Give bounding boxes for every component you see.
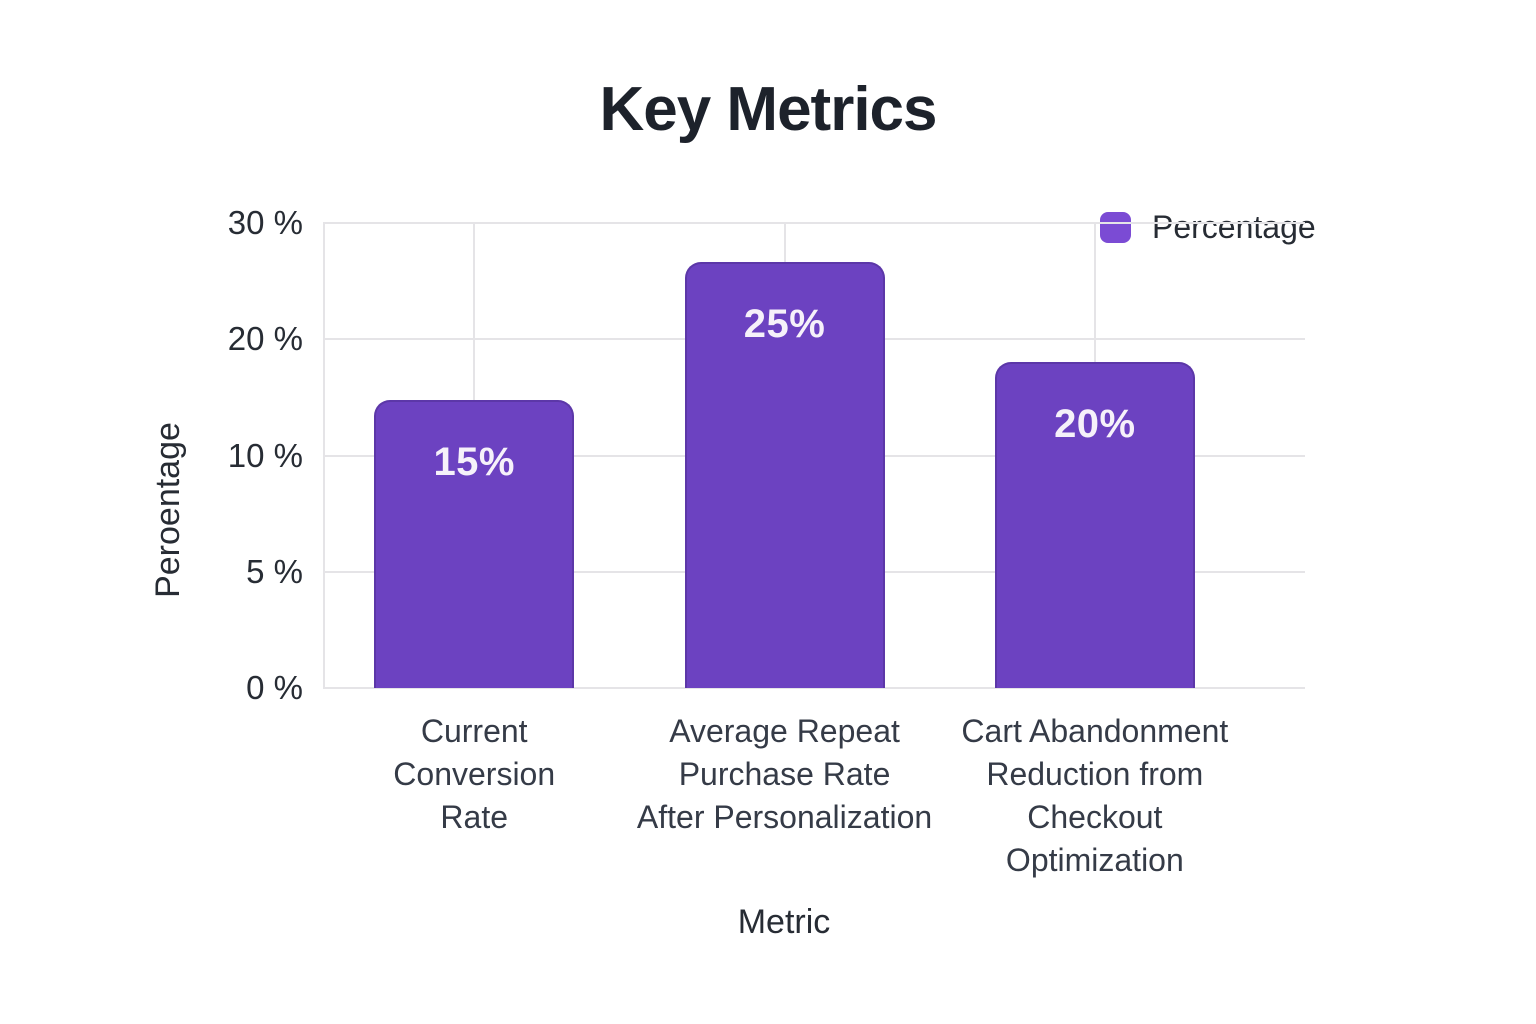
- legend-label: Percentage: [1152, 209, 1316, 245]
- plot-area: 15% 25% 20%: [323, 222, 1305, 689]
- bar-2[interactable]: 25%: [684, 262, 885, 688]
- y-tick-label: 5 %: [246, 552, 303, 590]
- bar-1[interactable]: 15%: [374, 400, 575, 688]
- bar-value-label: 20%: [1054, 402, 1136, 446]
- x-category-label: Cart Abandonment Reduction from Checkout Op…: [835, 710, 1355, 882]
- x-category-line: Reduction from: [986, 756, 1204, 792]
- y-tick-label: 20 %: [227, 320, 303, 358]
- x-axis-title: Metric: [737, 903, 831, 941]
- x-category-line: Cart Abandonment: [961, 713, 1229, 749]
- gridline-horizontal: [323, 222, 1305, 224]
- x-category-line: After Personalization: [636, 799, 933, 835]
- bar-value-label: 25%: [743, 302, 826, 346]
- x-category-line: Rate: [440, 799, 509, 835]
- y-tick-label: 10 %: [227, 436, 303, 474]
- bar-value-label: 15%: [433, 440, 515, 484]
- gridline-horizontal: [323, 687, 1305, 689]
- x-category-line: Purchase Rate: [678, 756, 891, 792]
- y-tick-label: 30 %: [227, 204, 303, 241]
- bar-3[interactable]: 20%: [994, 362, 1195, 688]
- y-axis-title: Peroentage: [149, 422, 187, 598]
- x-category-label: Average Repeat Purchase Rate After Persona…: [525, 710, 1045, 839]
- x-category-line: Checkout: [1027, 799, 1163, 835]
- x-category-line: Current: [420, 713, 528, 749]
- x-category-line: Conversion: [393, 756, 556, 792]
- y-axis-line: [323, 223, 325, 688]
- legend-item-percentage[interactable]: Percentage: [1100, 209, 1316, 246]
- x-category-line: Optimization: [1005, 842, 1184, 878]
- chart-title: Key Metrics: [599, 75, 937, 144]
- y-tick-label: 0 %: [246, 669, 303, 706]
- legend-swatch: [1100, 212, 1131, 243]
- x-category-line: Average Repeat: [669, 713, 900, 749]
- x-category-label: Current Conversion Rate: [214, 710, 734, 839]
